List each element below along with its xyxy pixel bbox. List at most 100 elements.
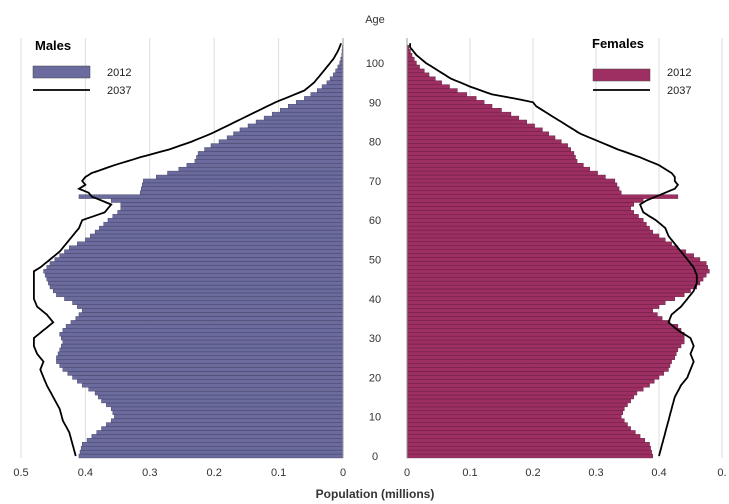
males-legend-label-2012: 2012: [107, 67, 131, 79]
male-bar-2012: [57, 351, 344, 356]
male-bar-2012: [79, 449, 344, 455]
female-bar-2012: [406, 60, 417, 66]
male-bar-2012: [167, 170, 344, 176]
female-bar-2012: [406, 218, 644, 223]
male-bar-2012: [317, 88, 344, 93]
female-bar-2012: [406, 68, 425, 74]
female-bar-2012: [406, 237, 666, 243]
age-axis-title: Age: [365, 14, 385, 26]
male-bar-2012: [81, 442, 344, 447]
female-line-2037: [409, 43, 698, 457]
female-bar-2012: [406, 355, 675, 360]
female-bar-2012: [406, 84, 450, 89]
male-bar-2012: [81, 308, 344, 313]
male-bar-2012: [178, 166, 344, 172]
male-bar-2012: [110, 198, 344, 203]
male-bar-2012: [56, 355, 344, 360]
male-bar-2012: [194, 159, 344, 164]
female-bar-2012: [406, 249, 686, 254]
male-bar-2012: [78, 194, 344, 199]
female-bar-2012: [406, 453, 653, 459]
male-x-tick-label: 0.3: [142, 467, 157, 479]
female-bar-2012: [406, 430, 636, 435]
male-bar-2012: [59, 363, 344, 368]
female-bar-2012: [406, 143, 568, 148]
male-bar-2012: [288, 104, 344, 109]
male-bar-2012: [69, 245, 344, 250]
male-bar-2012: [53, 288, 344, 294]
female-bar-2012: [406, 265, 709, 270]
male-bar-2012: [226, 135, 344, 140]
male-bar-2012: [81, 383, 344, 388]
female-bar-2012: [406, 410, 623, 415]
male-bar-2012: [204, 147, 344, 152]
male-bar-2012: [101, 398, 344, 404]
age-tick-label: 100: [366, 58, 384, 70]
bars-2012: [43, 45, 710, 459]
age-tick-label: 0: [372, 451, 378, 463]
female-bar-2012: [406, 170, 598, 176]
female-bar-2012: [406, 296, 675, 301]
female-bar-2012: [406, 151, 575, 156]
female-bar-2012: [406, 398, 631, 404]
female-bar-2012: [406, 186, 620, 191]
males-legend-label-2037: 2037: [107, 85, 131, 97]
female-bar-2012: [406, 104, 493, 109]
male-bar-2012: [107, 218, 344, 223]
female-bar-2012: [406, 418, 625, 423]
male-bar-2012: [46, 265, 344, 270]
male-bar-2012: [103, 221, 344, 227]
female-bar-2012: [406, 414, 622, 419]
female-bar-2012: [406, 284, 697, 290]
males-legend: 2012 2037: [32, 65, 131, 97]
female-bar-2012: [406, 383, 650, 388]
female-bar-2012: [406, 394, 635, 400]
female-bar-2012: [406, 371, 664, 376]
male-bar-2012: [61, 343, 344, 349]
male-x-tick-label: 0.5: [13, 467, 28, 479]
female-bar-2012: [406, 119, 527, 125]
male-bar-2012: [59, 253, 344, 258]
male-bar-2012: [70, 320, 344, 325]
male-bar-2012: [56, 292, 344, 298]
age-tick-label: 10: [369, 412, 381, 424]
female-bar-2012: [406, 343, 682, 349]
female-bar-2012: [406, 300, 666, 305]
female-x-tick-label: 0.1: [462, 467, 477, 479]
age-tick-label: 40: [369, 294, 381, 306]
female-bar-2012: [406, 159, 578, 164]
male-bar-2012: [86, 438, 344, 443]
male-bar-2012: [77, 241, 344, 246]
female-bar-2012: [406, 402, 628, 408]
male-bar-2012: [114, 414, 344, 419]
female-bar-2012: [406, 438, 646, 443]
female-bar-2012: [406, 115, 520, 121]
female-bar-2012: [406, 445, 651, 451]
female-bar-2012: [406, 426, 631, 431]
males-panel-title: Males: [35, 38, 71, 53]
female-bar-2012: [406, 387, 644, 392]
female-bar-2012: [406, 422, 628, 427]
female-bar-2012: [406, 221, 647, 227]
males-legend-swatch-2012: [32, 65, 91, 79]
females-legend: 2012 2037: [592, 67, 691, 97]
female-bar-2012: [406, 76, 436, 81]
male-bar-2012: [61, 335, 344, 341]
male-bar-2012: [64, 249, 344, 254]
male-bar-2012: [77, 379, 344, 384]
female-bar-2012: [406, 190, 622, 195]
female-bar-2012: [406, 280, 701, 286]
male-bar-2012: [94, 390, 344, 396]
male-bar-2012: [117, 210, 344, 215]
female-bar-2012: [406, 127, 543, 132]
male-bar-2012: [143, 178, 344, 184]
male-bar-2012: [59, 347, 344, 353]
male-bar-2012: [56, 359, 344, 364]
female-bar-2012: [406, 320, 671, 325]
female-bar-2012: [406, 312, 658, 317]
female-bar-2012: [406, 328, 682, 333]
male-bar-2012: [142, 182, 344, 187]
male-bar-2012: [255, 119, 344, 125]
male-bar-2012: [197, 151, 344, 156]
male-bar-2012: [43, 269, 344, 274]
